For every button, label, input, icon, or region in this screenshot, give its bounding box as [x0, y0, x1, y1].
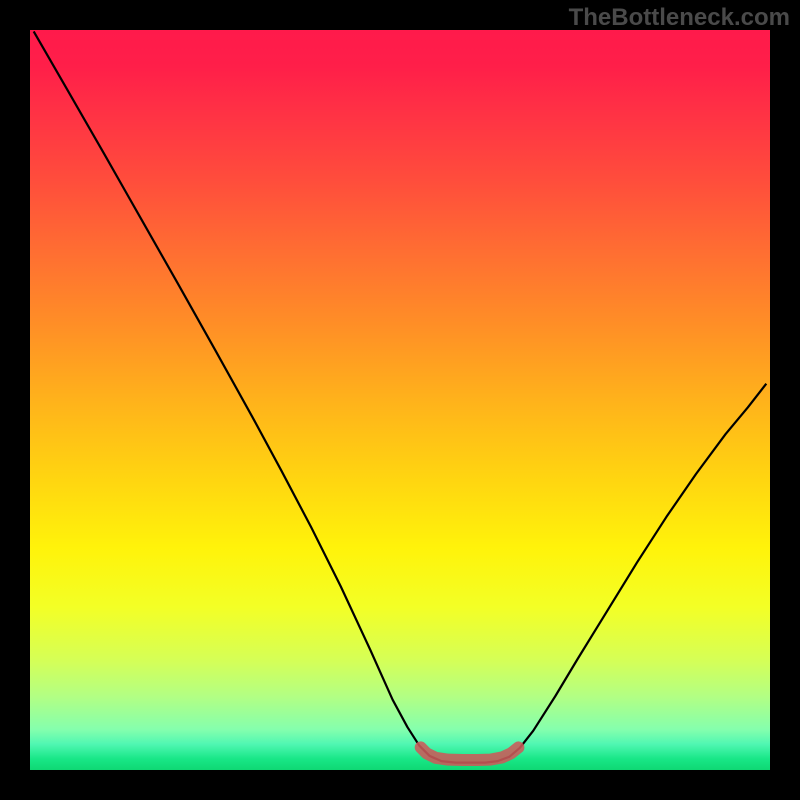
- plot-background-gradient: [30, 30, 770, 770]
- chart-svg: [0, 0, 800, 800]
- watermark-text: TheBottleneck.com: [569, 4, 790, 32]
- chart-container: TheBottleneck.com: [0, 0, 800, 800]
